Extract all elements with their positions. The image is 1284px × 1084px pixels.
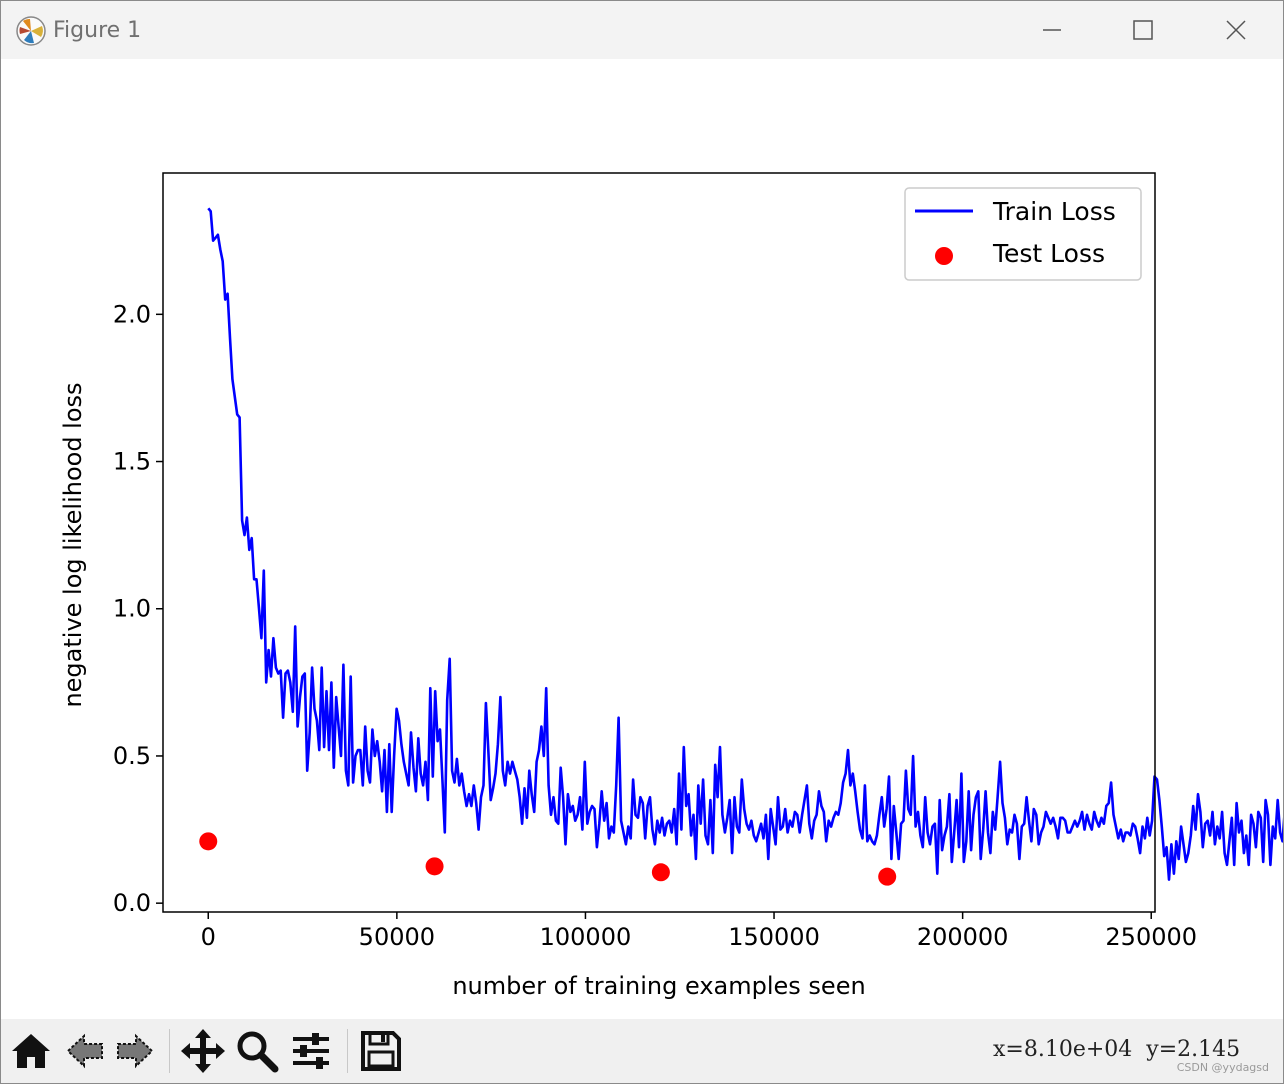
save-icon (361, 1031, 401, 1071)
close-button[interactable] (1213, 9, 1259, 51)
title-bar[interactable]: Figure 1 (1, 1, 1283, 59)
plot-area (199, 207, 1284, 886)
pan-icon (181, 1029, 225, 1073)
window-title: Figure 1 (53, 18, 142, 43)
pan-button[interactable] (179, 1027, 227, 1075)
y-tick-label: 1.5 (113, 448, 151, 476)
x-tick-label: 50000 (359, 923, 435, 951)
home-button[interactable] (7, 1027, 55, 1075)
forward-button[interactable] (111, 1027, 159, 1075)
back-button[interactable] (61, 1027, 109, 1075)
legend-test-marker (935, 247, 953, 265)
matplotlib-icon (15, 15, 47, 47)
home-icon (12, 1034, 50, 1068)
toolbar-separator (347, 1029, 348, 1073)
x-tick-label: 150000 (728, 923, 820, 951)
axes-frame (162, 172, 1156, 913)
test-loss-point (199, 832, 218, 851)
configure-subplots-button[interactable] (287, 1027, 335, 1075)
y-tick-label: 2.0 (113, 300, 151, 328)
cursor-coordinates: x=8.10e+04 y=2.145 (993, 1037, 1241, 1062)
zoom-button[interactable] (233, 1027, 281, 1075)
zoom-icon (237, 1031, 279, 1073)
watermark: CSDN @yydagsd (1176, 1061, 1269, 1074)
y-tick-label: 0.0 (113, 889, 151, 917)
minimize-button[interactable] (1029, 9, 1075, 51)
test-loss-point (651, 863, 670, 882)
maximize-button[interactable] (1120, 9, 1166, 51)
legend: Train Loss Test Loss (904, 187, 1142, 281)
save-button[interactable] (357, 1027, 405, 1075)
x-axis-ticks: 0 50000 100000 150000 200000 250000 (201, 912, 1197, 951)
x-tick-label: 0 (201, 923, 216, 951)
x-axis-label: number of training examples seen (452, 972, 865, 1000)
train-loss-line (207, 207, 1284, 881)
minimize-icon (1043, 29, 1061, 31)
test-loss-point (425, 857, 444, 876)
navigation-toolbar (1, 1019, 1283, 1083)
close-icon (1226, 20, 1246, 40)
x-tick-label: 250000 (1105, 923, 1197, 951)
figure-canvas[interactable]: 0 50000 100000 150000 200000 250000 0.0 0.5 1.0… (1, 59, 1284, 1019)
toolbar-separator (169, 1029, 170, 1073)
legend-test-label: Test Loss (992, 239, 1105, 268)
forward-arrow-icon (117, 1033, 154, 1069)
test-loss-point (878, 867, 897, 886)
x-tick-label: 200000 (917, 923, 1009, 951)
x-tick-label: 100000 (540, 923, 632, 951)
loss-chart: 0 50000 100000 150000 200000 250000 0.0 0.5 1.0… (59, 172, 1284, 1000)
sliders-icon (293, 1033, 329, 1069)
y-axis-label: negative log likelihood loss (59, 382, 87, 707)
y-tick-label: 0.5 (113, 742, 151, 770)
maximize-icon (1133, 20, 1153, 40)
back-arrow-icon (66, 1033, 103, 1069)
y-axis-ticks: 0.0 0.5 1.0 1.5 2.0 (113, 300, 163, 917)
legend-train-label: Train Loss (992, 197, 1116, 226)
y-tick-label: 1.0 (113, 595, 151, 623)
